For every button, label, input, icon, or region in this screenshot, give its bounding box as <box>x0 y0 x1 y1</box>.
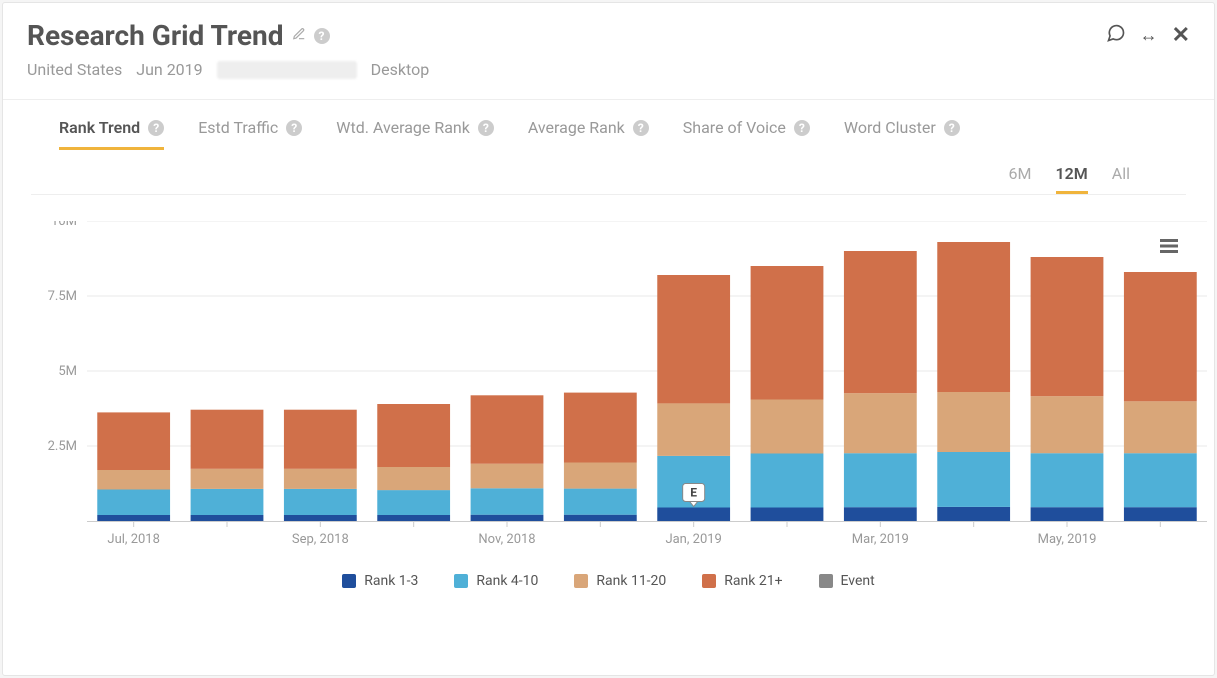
subheader-row: United States Jun 2019 Desktop <box>27 60 1190 79</box>
svg-text:Jan, 2019: Jan, 2019 <box>665 532 721 547</box>
legend-item-rank-4-10[interactable]: Rank 4-10 <box>454 573 538 589</box>
tab-help-icon[interactable]: ? <box>794 120 810 136</box>
svg-text:2.5M: 2.5M <box>48 439 77 454</box>
tab-word-cluster[interactable]: Word Cluster? <box>844 118 960 150</box>
tab-help-icon[interactable]: ? <box>633 120 649 136</box>
tab-help-icon[interactable]: ? <box>286 120 302 136</box>
svg-text:E: E <box>690 486 697 500</box>
edit-title-icon[interactable] <box>292 27 306 45</box>
tab-wtd-average-rank[interactable]: Wtd. Average Rank? <box>336 118 494 150</box>
rank-trend-chart: 2.5M 5M 7.5M 10M Jul, 2018 Sep, 2018 Nov, 2018… <box>31 221 1217 551</box>
svg-text:May, 2019: May, 2019 <box>1038 532 1097 547</box>
country-label: United States <box>27 60 122 79</box>
chart-legend: Rank 1-3 Rank 4-10 Rank 11-20 Rank 21+ Event <box>3 573 1214 589</box>
tab-estd-traffic[interactable]: Estd Traffic? <box>198 118 302 150</box>
tab-average-rank[interactable]: Average Rank? <box>528 118 649 150</box>
svg-text:Mar, 2019: Mar, 2019 <box>852 532 909 547</box>
title-actions: ↔ ✕ <box>1106 23 1190 48</box>
title-row: Research Grid Trend ? ↔ ✕ <box>27 19 1190 52</box>
title-left: Research Grid Trend ? <box>27 19 330 52</box>
svg-text:7.5M: 7.5M <box>48 289 77 304</box>
tab-help-icon[interactable]: ? <box>148 120 164 136</box>
tab-help-icon[interactable]: ? <box>478 120 494 136</box>
chart-area: 2.5M 5M 7.5M 10M Jul, 2018 Sep, 2018 Nov, 2018… <box>31 221 1186 561</box>
legend-item-rank-11-20[interactable]: Rank 11-20 <box>574 573 666 589</box>
dashboard-panel: Research Grid Trend ? ↔ ✕ United States … <box>2 2 1215 676</box>
svg-text:Jul, 2018: Jul, 2018 <box>107 532 160 547</box>
month-label: Jun 2019 <box>136 60 202 79</box>
metric-tabs: Rank Trend? Estd Traffic? Wtd. Average Ran… <box>3 100 1214 150</box>
range-all[interactable]: All <box>1112 164 1130 194</box>
close-icon[interactable]: ✕ <box>1172 23 1190 48</box>
legend-item-event[interactable]: Event <box>819 573 875 589</box>
svg-text:10M: 10M <box>51 221 77 229</box>
time-range-tabs: 6M 12M All <box>31 150 1186 195</box>
svg-text:Nov, 2018: Nov, 2018 <box>478 532 535 547</box>
range-6m[interactable]: 6M <box>1009 164 1032 194</box>
range-12m[interactable]: 12M <box>1056 164 1088 194</box>
tab-share-of-voice[interactable]: Share of Voice? <box>683 118 810 150</box>
title-help-icon[interactable]: ? <box>314 28 330 44</box>
panel-header: Research Grid Trend ? ↔ ✕ United States … <box>3 3 1214 89</box>
svg-text:Sep, 2018: Sep, 2018 <box>292 532 349 547</box>
domain-blurred <box>217 61 357 79</box>
svg-text:5M: 5M <box>58 364 77 379</box>
panel-title: Research Grid Trend <box>27 19 284 52</box>
expand-icon[interactable]: ↔ <box>1140 25 1158 46</box>
comment-icon[interactable] <box>1106 23 1126 48</box>
legend-item-rank-1-3[interactable]: Rank 1-3 <box>342 573 418 589</box>
device-label: Desktop <box>371 60 430 79</box>
legend-item-rank-21-[interactable]: Rank 21+ <box>702 573 782 589</box>
tab-help-icon[interactable]: ? <box>944 120 960 136</box>
tab-rank-trend[interactable]: Rank Trend? <box>59 118 164 150</box>
